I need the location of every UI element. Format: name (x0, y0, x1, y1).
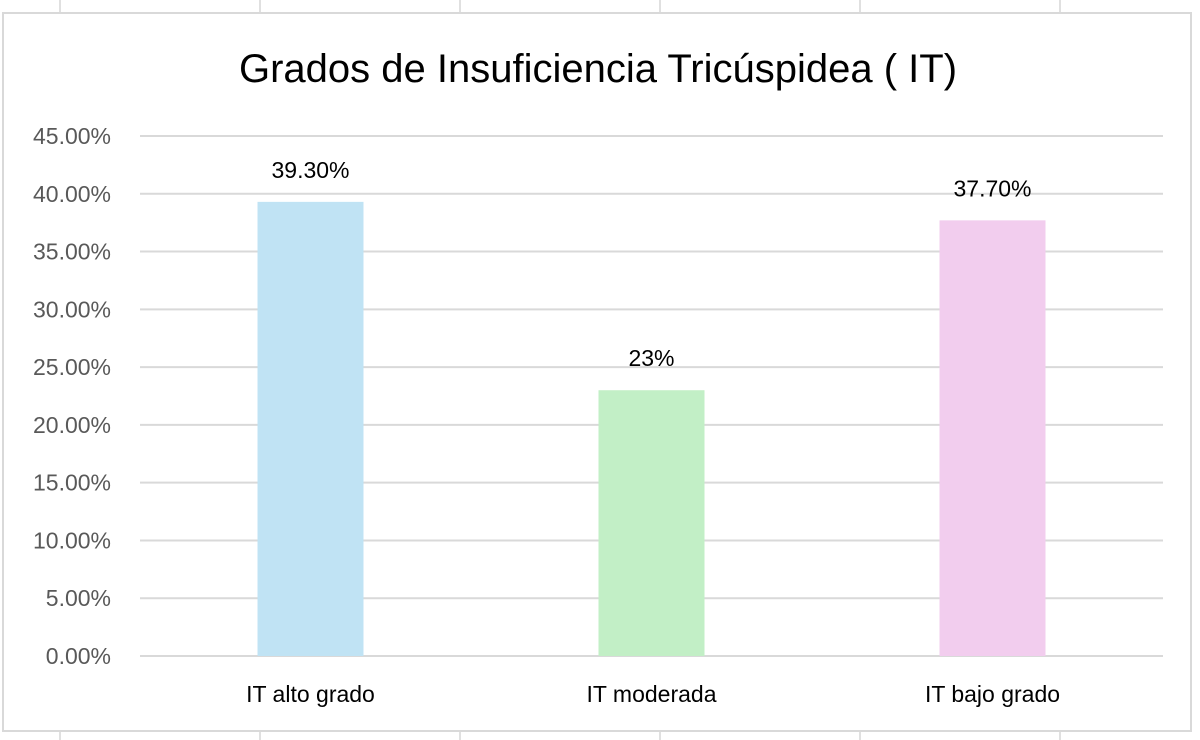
y-tick-label: 45.00% (33, 123, 111, 149)
x-tick-label: IT bajo grado (925, 681, 1060, 707)
y-tick-label: 30.00% (33, 296, 111, 322)
y-tick-label: 35.00% (33, 239, 111, 265)
y-axis-tick-labels: 0.00% 5.00% 10.00% 15.00% 20.00% 25.00% 30.00%… (33, 123, 111, 669)
bar[interactable] (598, 390, 705, 656)
bars (257, 201, 1046, 656)
x-tick-label: IT moderada (587, 681, 717, 707)
x-tick-label: IT alto grado (246, 681, 375, 707)
y-tick-label: 15.00% (33, 470, 111, 496)
chart-title: Grados de Insuficiencia Tricúspidea ( IT… (239, 47, 957, 91)
y-tick-label: 40.00% (33, 181, 111, 207)
data-label: 37.70% (953, 175, 1031, 201)
y-tick-label: 10.00% (33, 527, 111, 553)
y-tick-label: 0.00% (46, 643, 111, 669)
data-label: 39.30% (271, 157, 349, 183)
bar[interactable] (939, 220, 1046, 656)
y-tick-label: 25.00% (33, 354, 111, 380)
y-tick-label: 5.00% (46, 585, 111, 611)
data-label: 23% (628, 345, 674, 371)
y-tick-label: 20.00% (33, 412, 111, 438)
bar[interactable] (257, 201, 364, 656)
data-labels: 39.30% 23% 37.70% (271, 157, 1031, 371)
x-axis-tick-labels: IT alto grado IT moderada IT bajo grado (246, 681, 1060, 707)
